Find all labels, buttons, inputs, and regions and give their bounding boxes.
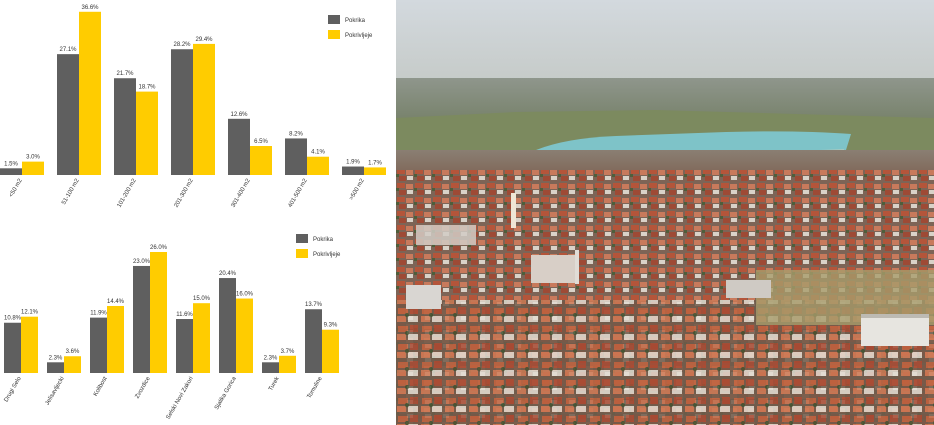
category-label: >500 m2 — [349, 177, 366, 201]
value-label: 27.1% — [59, 47, 77, 53]
legend-swatch — [296, 234, 308, 243]
value-label: 11.6% — [176, 312, 193, 318]
legend-swatch — [328, 30, 340, 39]
bar-1-2-3 — [136, 91, 158, 175]
legend-label: Pokrika — [345, 18, 366, 24]
legend-label: Pokrivljeje — [313, 252, 341, 258]
value-label: 3.6% — [66, 349, 80, 355]
value-label: 1.9% — [346, 160, 360, 166]
value-label: 11.9% — [90, 311, 107, 317]
value-label: 20.4% — [219, 271, 237, 277]
value-label: 12.6% — [230, 112, 248, 118]
bar-1-2-4 — [193, 43, 215, 175]
bar-2-2-1 — [21, 316, 38, 373]
legend-swatch — [296, 249, 308, 258]
category-label: Tomuline — [307, 375, 325, 399]
category-label: 301-400 m2 — [231, 177, 253, 208]
legend-swatch — [328, 15, 340, 24]
value-label: 36.6% — [81, 5, 99, 11]
value-label: 3.0% — [26, 155, 40, 161]
bar-1-1-2 — [57, 54, 79, 175]
category-label: 401-500 m2 — [288, 177, 310, 208]
bar-2-2-5 — [193, 303, 210, 373]
category-label: Sjalika Gorica — [214, 375, 238, 411]
aerial-city-photo — [396, 0, 934, 425]
value-label: 18.7% — [138, 85, 156, 91]
value-label: 1.7% — [368, 160, 382, 166]
category-label: Selski Novi Zakori — [166, 376, 195, 421]
category-label: <50 m2 — [8, 177, 24, 198]
bar-2-1-5 — [176, 319, 193, 373]
category-label: Turek — [268, 375, 281, 392]
bar-2-1-6 — [219, 278, 236, 373]
bar-1-2-6 — [307, 156, 329, 175]
value-label: 2.3% — [264, 355, 278, 361]
value-label: 16.0% — [236, 292, 254, 298]
charts-panel: 1.5% 3.0% <50 m2 27.1% 36.6% 51-100 m2 21.7% 18… — [0, 0, 396, 425]
bar-1-1-1 — [0, 168, 22, 175]
category-label: 101-200 m2 — [117, 177, 139, 208]
category-label: 51-100 m2 — [61, 177, 81, 205]
value-label: 10.8% — [4, 316, 22, 322]
value-label: 4.1% — [311, 150, 325, 156]
value-label: 14.4% — [107, 299, 125, 305]
bar-2-2-6 — [236, 298, 253, 373]
value-label: 15.0% — [193, 296, 211, 302]
bar-2-2-3 — [107, 305, 124, 373]
category-label: Drugi Selo — [4, 375, 24, 403]
value-label: 28.2% — [173, 42, 191, 48]
category-label: Zvozdice — [135, 375, 153, 399]
bar-1-1-5 — [228, 118, 250, 175]
bar-2-1-2 — [47, 362, 64, 373]
value-label: 3.7% — [281, 349, 295, 355]
bar-2-1-4 — [133, 265, 150, 373]
aerial-photo-image — [396, 0, 934, 425]
category-label: Jelisavljecki — [45, 376, 66, 406]
legend-label: Pokrika — [313, 237, 334, 243]
value-label: 12.1% — [21, 310, 39, 316]
category-label: Kolibost — [93, 376, 109, 398]
category-label: 201-300 m2 — [174, 177, 196, 208]
bar-1-2-7 — [364, 167, 386, 175]
bar-1-1-6 — [285, 138, 307, 175]
bar-1-2-5 — [250, 146, 272, 175]
bar-2-1-3 — [90, 317, 107, 373]
bar-1-1-7 — [342, 166, 364, 175]
value-label: 26.0% — [150, 245, 168, 251]
legend-label: Pokrivljeje — [345, 33, 373, 39]
value-label: 21.7% — [116, 71, 134, 77]
value-label: 13.7% — [305, 302, 323, 308]
value-label: 2.3% — [49, 355, 63, 361]
bar-2-2-2 — [64, 356, 81, 373]
value-label: 1.5% — [4, 161, 18, 167]
bar-2-2-8 — [322, 329, 339, 373]
bar-1-1-4 — [171, 49, 193, 176]
bar-2-1-8 — [305, 309, 322, 373]
bar-2-2-4 — [150, 252, 167, 373]
value-label: 6.5% — [254, 139, 268, 145]
value-label: 8.2% — [289, 131, 303, 137]
bar-2-1-7 — [262, 362, 279, 373]
bar-1-2-1 — [22, 161, 44, 175]
value-label: 9.3% — [324, 323, 338, 329]
bar-charts: 1.5% 3.0% <50 m2 27.1% 36.6% 51-100 m2 21.7% 18… — [0, 5, 386, 421]
bar-2-1-1 — [4, 322, 21, 373]
value-label: 23.0% — [133, 259, 151, 265]
bar-1-1-3 — [114, 78, 136, 175]
bar-1-2-2 — [79, 11, 101, 176]
bar-2-2-7 — [279, 355, 296, 373]
value-label: 29.4% — [195, 37, 213, 43]
